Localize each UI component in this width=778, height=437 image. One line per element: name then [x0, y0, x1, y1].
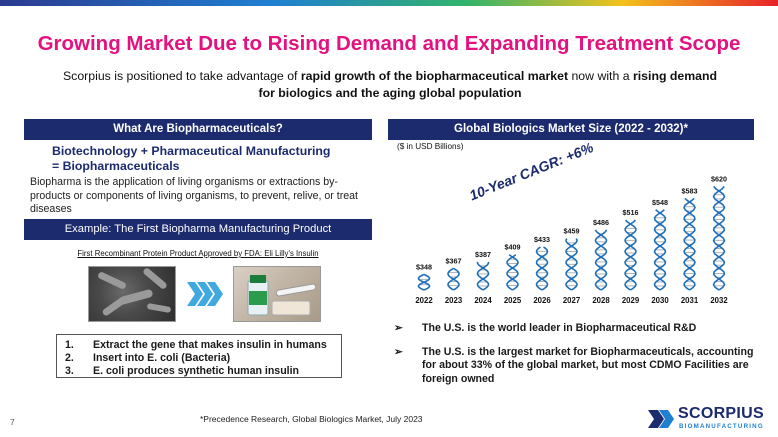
- value-label: $620: [711, 174, 727, 183]
- category-label: 2032: [710, 296, 728, 305]
- category-label: 2022: [415, 296, 433, 305]
- example-banner: Example: The First Biopharma Manufacturi…: [24, 219, 372, 240]
- market-size-header: Global Biologics Market Size (2022 - 203…: [388, 119, 754, 140]
- step-text: Extract the gene that makes insulin in h…: [93, 339, 327, 351]
- bar-2032: [712, 185, 726, 291]
- value-label: $548: [652, 198, 668, 207]
- bar-2024: [476, 261, 490, 291]
- category-label: 2030: [651, 296, 669, 305]
- helix-strand: [506, 254, 519, 291]
- value-label: $583: [682, 186, 698, 195]
- ecoli-bacteria-image: [88, 266, 176, 322]
- bar-2022: [417, 273, 431, 291]
- process-arrows-icon: [187, 282, 223, 306]
- helix-strand: [476, 261, 490, 291]
- step-item: 1. Extract the gene that makes insulin in…: [65, 339, 333, 352]
- category-label: 2025: [504, 296, 522, 305]
- key-points-list: ➢ The U.S. is the world leader in Biophar…: [394, 322, 764, 396]
- footnote: *Precedence Research, Global Biologics M…: [200, 414, 423, 424]
- bar-2023: [447, 267, 460, 291]
- first-product-caption: First Recombinant Protein Product Approv…: [77, 249, 319, 258]
- helix-strand: [653, 209, 667, 291]
- helix-strand: [417, 273, 431, 291]
- subtitle: Scorpius is positioned to take advantage…: [55, 68, 725, 102]
- logo-subtitle: BIOMANUFACTURING: [679, 423, 764, 430]
- helix-strand: [594, 229, 608, 291]
- bio-heading-line2: = Biopharmaceuticals: [52, 159, 180, 173]
- helix-strand: [535, 246, 549, 291]
- bar-2025: [506, 254, 519, 291]
- helix-strand: [594, 229, 608, 291]
- step-item: 3. E. coli produces synthetic human insul…: [65, 365, 333, 378]
- value-label: $367: [446, 256, 462, 265]
- subtitle-part1: Scorpius is positioned to take advantage…: [62, 69, 301, 83]
- page-number: 7: [10, 417, 15, 427]
- value-label: $409: [505, 243, 521, 252]
- step-text: E. coli produces synthetic human insulin: [93, 365, 300, 377]
- key-point-text: The U.S. is the largest market for Bioph…: [422, 345, 754, 385]
- bio-description: Biopharma is the application of living o…: [30, 176, 358, 215]
- steps-list: 1. Extract the gene that makes insulin in…: [65, 339, 333, 378]
- logo-name: SCORPIUS: [678, 405, 764, 422]
- bar-2031: [683, 197, 696, 291]
- step-item: 2. Insert into E. coli (Bacteria): [65, 352, 333, 365]
- bar-2029: [624, 219, 637, 291]
- bio-heading: Biotechnology + Pharmaceutical Manufactu…: [52, 144, 362, 174]
- bar-2030: [653, 209, 667, 291]
- bio-heading-line1: Biotechnology + Pharmaceutical Manufactu…: [52, 144, 331, 158]
- category-label: 2029: [622, 296, 640, 305]
- step-text: Insert into E. coli (Bacteria): [93, 352, 231, 364]
- bar-2027: [565, 238, 578, 291]
- category-label: 2031: [681, 296, 699, 305]
- helix-strand: [535, 246, 549, 291]
- value-label: $516: [623, 208, 639, 217]
- bullet-arrow-icon: ➢: [394, 345, 403, 358]
- page-title: Growing Market Due to Rising Demand and …: [37, 32, 741, 55]
- value-label: $387: [475, 250, 491, 259]
- step-number: 3.: [65, 365, 74, 377]
- helix-strand: [712, 185, 726, 291]
- helix-strand: [624, 219, 637, 291]
- scorpius-mark-icon: [648, 410, 674, 428]
- value-label: $433: [534, 235, 550, 244]
- key-point-item: ➢ The U.S. is the largest market for Biop…: [394, 346, 764, 387]
- bar-2028: [594, 229, 608, 291]
- value-label: $459: [564, 227, 580, 236]
- key-point-text: The U.S. is the world leader in Biopharm…: [422, 322, 697, 334]
- bar-2026: [535, 246, 549, 291]
- scorpius-logo: SCORPIUS BIOMANUFACTURING: [648, 405, 770, 433]
- biopharma-header: What Are Biopharmaceuticals?: [24, 119, 372, 140]
- steps-box: 1. Extract the gene that makes insulin in…: [56, 334, 342, 378]
- insulin-vial-image: [233, 266, 321, 322]
- category-label: 2026: [533, 296, 551, 305]
- subtitle-part2: now with a: [568, 69, 633, 83]
- helix-strand: [447, 267, 460, 291]
- top-accent-bar: [0, 0, 778, 6]
- chart-units-label: ($ in USD Billions): [397, 142, 464, 151]
- step-number: 2.: [65, 352, 74, 364]
- helix-strand: [565, 238, 578, 291]
- helix-strand: [506, 254, 519, 291]
- helix-strand: [712, 185, 726, 291]
- helix-strand: [565, 238, 578, 291]
- helix-strand: [476, 261, 490, 291]
- bullet-arrow-icon: ➢: [394, 322, 403, 334]
- value-label: $486: [593, 218, 609, 227]
- helix-strand: [653, 209, 667, 291]
- helix-strand: [683, 197, 696, 291]
- step-number: 1.: [65, 339, 74, 351]
- subtitle-bold2: rising demand for biologics and the agin…: [258, 69, 718, 100]
- market-size-chart: $348 2022 $367 2023 $387 2024 $409 2025 $433 2026…: [415, 174, 728, 305]
- category-label: 2027: [563, 296, 580, 305]
- value-label: $348: [416, 262, 432, 271]
- category-label: 2023: [445, 296, 463, 305]
- helix-strand: [683, 197, 696, 291]
- category-label: 2028: [592, 296, 610, 305]
- category-label: 2024: [474, 296, 492, 305]
- subtitle-bold1: rapid growth of the biopharmaceutical ma…: [300, 69, 569, 83]
- helix-strand: [624, 219, 637, 291]
- key-point-item: ➢ The U.S. is the world leader in Biophar…: [394, 322, 764, 336]
